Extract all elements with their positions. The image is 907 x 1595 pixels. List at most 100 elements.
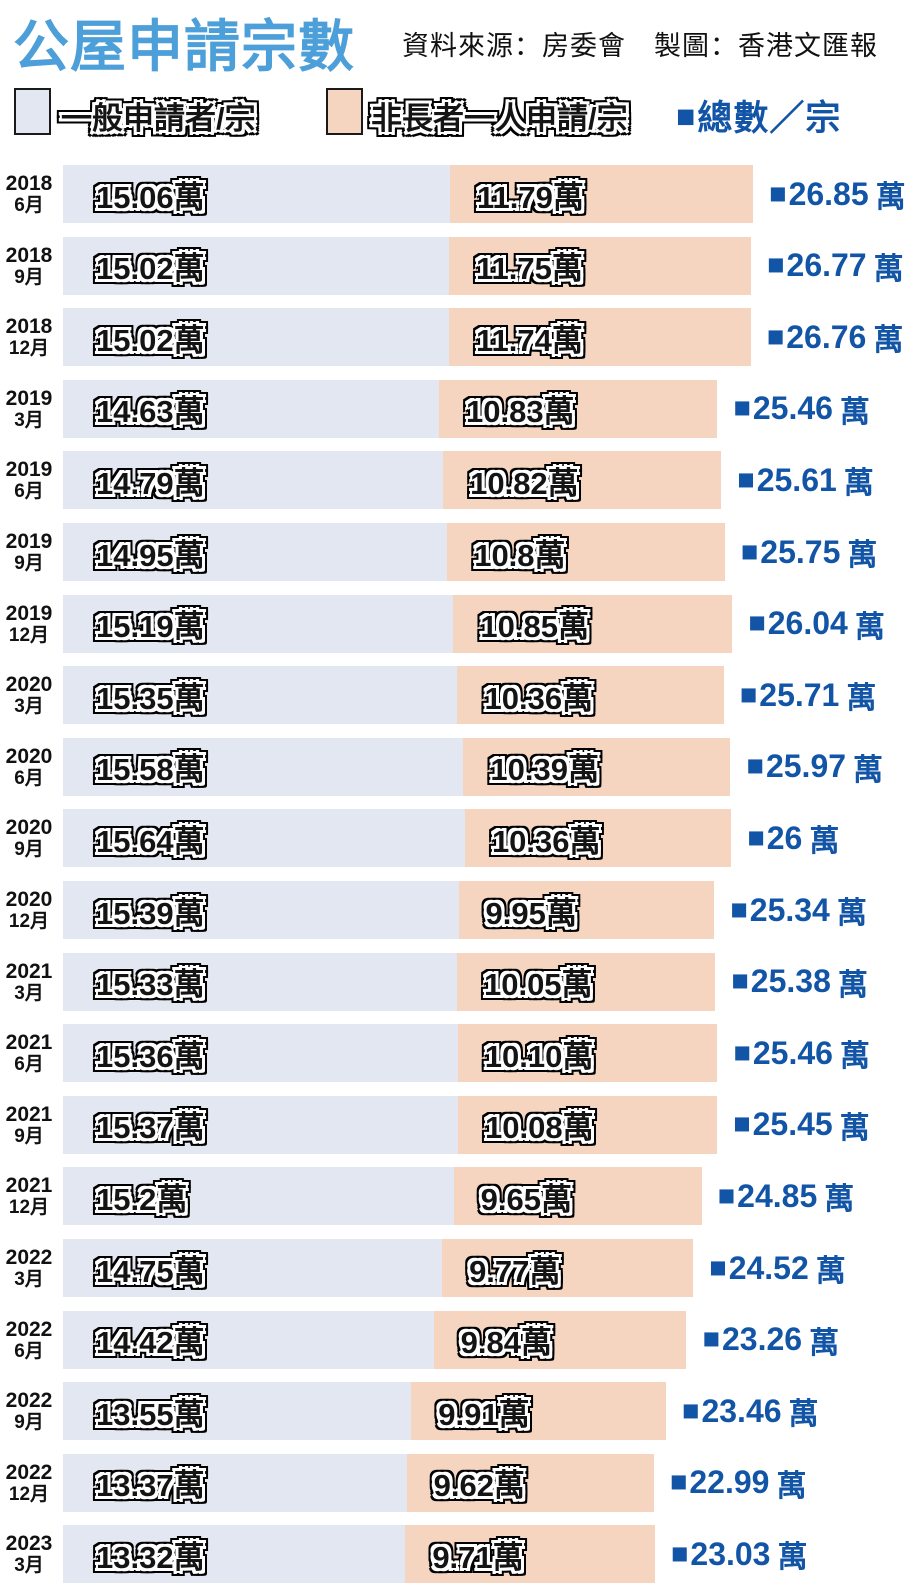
- general-applicants-bar: 15.2萬: [63, 1167, 454, 1226]
- general-applicants-bar: 14.95萬: [63, 523, 448, 581]
- period-year: 2019: [5, 530, 53, 553]
- total-unit: 萬: [824, 1183, 855, 1217]
- chart-row: 2022 9月 13.55萬 9.91萬 ■ 23.46 萬: [0, 1382, 907, 1441]
- row-period-label: 2020 6月: [0, 738, 58, 796]
- legend-swatch-general: [14, 88, 51, 135]
- chart-row: 2019 6月 14.79萬 10.82萬 ■ 25.61 萬: [0, 451, 907, 510]
- total-label: ■ 25.45 萬: [733, 1096, 870, 1154]
- total-label: ■ 26.76 萬: [767, 308, 904, 366]
- period-year: 2018: [5, 315, 53, 339]
- total-value: 25.71: [759, 676, 840, 713]
- general-applicants-bar: 13.32萬: [63, 1525, 406, 1584]
- total-unit: 萬: [776, 1469, 807, 1503]
- legend: 一般申請者/宗 非長者一人申請/宗 ■ 總數／宗: [0, 88, 907, 138]
- single-value-label: 9.95萬: [485, 895, 577, 931]
- period-month: 12月: [8, 911, 50, 932]
- total-value: 25.75: [760, 533, 841, 570]
- total-unit: 萬: [815, 1255, 846, 1288]
- total-unit: 萬: [777, 1541, 808, 1575]
- single-applicants-bar: 11.79萬: [450, 165, 754, 223]
- legend-label-single: 非長者一人申請/宗: [371, 101, 628, 136]
- row-period-label: 2018 9月: [0, 237, 58, 295]
- total-value: 26: [766, 819, 803, 856]
- row-period-label: 2020 9月: [0, 809, 58, 867]
- period-month: 3月: [14, 409, 44, 431]
- single-applicants-bar: 10.39萬: [463, 737, 731, 796]
- total-unit: 萬: [836, 897, 867, 930]
- total-label: ■ 24.85 萬: [718, 1167, 855, 1225]
- single-value-label: 11.79萬: [477, 179, 584, 215]
- single-applicants-bar: 11.75萬: [449, 236, 751, 295]
- total-square-icon: ■: [669, 1466, 688, 1499]
- general-applicants-bar: 15.39萬: [63, 881, 459, 939]
- single-value-label: 9.65萬: [480, 1181, 572, 1217]
- total-unit: 萬: [873, 252, 904, 286]
- general-applicants-bar: 15.37萬: [63, 1095, 458, 1154]
- source-credit-text: 資料來源：房委會 製圖：香港文匯報: [402, 31, 878, 61]
- total-square-icon: ■: [717, 1179, 736, 1212]
- total-unit: 萬: [847, 539, 878, 572]
- total-label: ■ 26.04 萬: [748, 595, 885, 653]
- row-period-label: 2020 12月: [0, 881, 58, 939]
- single-applicants-bar: 10.83萬: [438, 379, 718, 438]
- total-unit: 萬: [788, 1398, 819, 1432]
- period-month: 6月: [14, 1340, 44, 1362]
- period-year: 2021: [5, 1031, 53, 1055]
- chart-row: 2018 12月 15.02萬 11.74萬 ■ 26.76 萬: [0, 308, 907, 367]
- single-applicants-bar: 9.95萬: [458, 881, 715, 939]
- single-applicants-bar: 10.05萬: [456, 952, 716, 1011]
- total-unit: 萬: [873, 324, 904, 358]
- period-month: 3月: [14, 1555, 44, 1577]
- single-applicants-bar: 11.74萬: [449, 308, 751, 367]
- period-month: 3月: [14, 696, 44, 718]
- total-value: 25.38: [750, 963, 831, 1000]
- period-year: 2022: [5, 1460, 53, 1484]
- total-label: ■ 25.61 萬: [737, 451, 874, 509]
- single-applicants-bar: 9.91萬: [411, 1382, 666, 1441]
- single-applicants-bar: 10.08萬: [458, 1095, 718, 1154]
- chart-row: 2023 3月 13.32萬 9.71萬 ■ 23.03 萬: [0, 1525, 907, 1584]
- chart-row: 2021 9月 15.37萬 10.08萬 ■ 25.45 萬: [0, 1095, 907, 1154]
- general-value-label: 15.39萬: [96, 895, 205, 931]
- chart-row: 2022 6月 14.42萬 9.84萬 ■ 23.26 萬: [0, 1310, 907, 1369]
- total-square-icon: ■: [746, 750, 764, 783]
- total-square-icon: ■: [769, 177, 787, 210]
- period-month: 9月: [14, 839, 44, 861]
- general-value-label: 15.02萬: [96, 322, 205, 358]
- total-label: ■ 22.99 萬: [670, 1454, 807, 1512]
- single-value-label: 10.36萬: [484, 680, 594, 716]
- period-year: 2020: [5, 673, 53, 697]
- single-value-label: 10.83萬: [465, 394, 575, 430]
- single-applicants-bar: 9.84萬: [433, 1310, 687, 1369]
- general-applicants-bar: 15.58萬: [63, 737, 464, 796]
- total-unit: 萬: [837, 968, 868, 1002]
- general-applicants-bar: 13.37萬: [63, 1453, 407, 1512]
- legend-total: ■ 總數／宗: [676, 90, 841, 141]
- general-value-label: 15.33萬: [96, 967, 205, 1003]
- general-value-label: 15.37萬: [96, 1110, 205, 1146]
- total-square-icon: ■: [766, 249, 785, 282]
- total-square-icon: ■: [676, 97, 696, 134]
- single-value-label: 9.77萬: [469, 1253, 561, 1289]
- total-square-icon: ■: [733, 1108, 751, 1141]
- period-year: 2022: [5, 1246, 53, 1269]
- total-label: ■ 23.26 萬: [702, 1311, 839, 1369]
- general-value-label: 14.95萬: [96, 537, 205, 573]
- total-square-icon: ■: [730, 893, 748, 926]
- total-square-icon: ■: [739, 678, 758, 711]
- total-label: ■ 25.46 萬: [733, 380, 870, 438]
- period-month: 9月: [14, 266, 44, 288]
- total-square-icon: ■: [737, 463, 755, 496]
- general-applicants-bar: 14.63萬: [63, 379, 439, 438]
- period-year: 2019: [5, 386, 53, 410]
- total-value: 23.26: [722, 1321, 803, 1358]
- legend-label-total: 總數／宗: [697, 99, 842, 138]
- general-applicants-bar: 14.42萬: [63, 1310, 434, 1369]
- chart-row: 2020 6月 15.58萬 10.39萬 ■ 25.97 萬: [0, 737, 907, 796]
- total-value: 26.76: [786, 318, 867, 355]
- single-value-label: 9.62萬: [433, 1468, 525, 1504]
- period-month: 9月: [14, 1125, 44, 1147]
- chart-row: 2022 12月 13.37萬 9.62萬 ■ 22.99 萬: [0, 1453, 907, 1512]
- total-unit: 萬: [809, 1326, 840, 1360]
- general-value-label: 14.79萬: [96, 465, 205, 501]
